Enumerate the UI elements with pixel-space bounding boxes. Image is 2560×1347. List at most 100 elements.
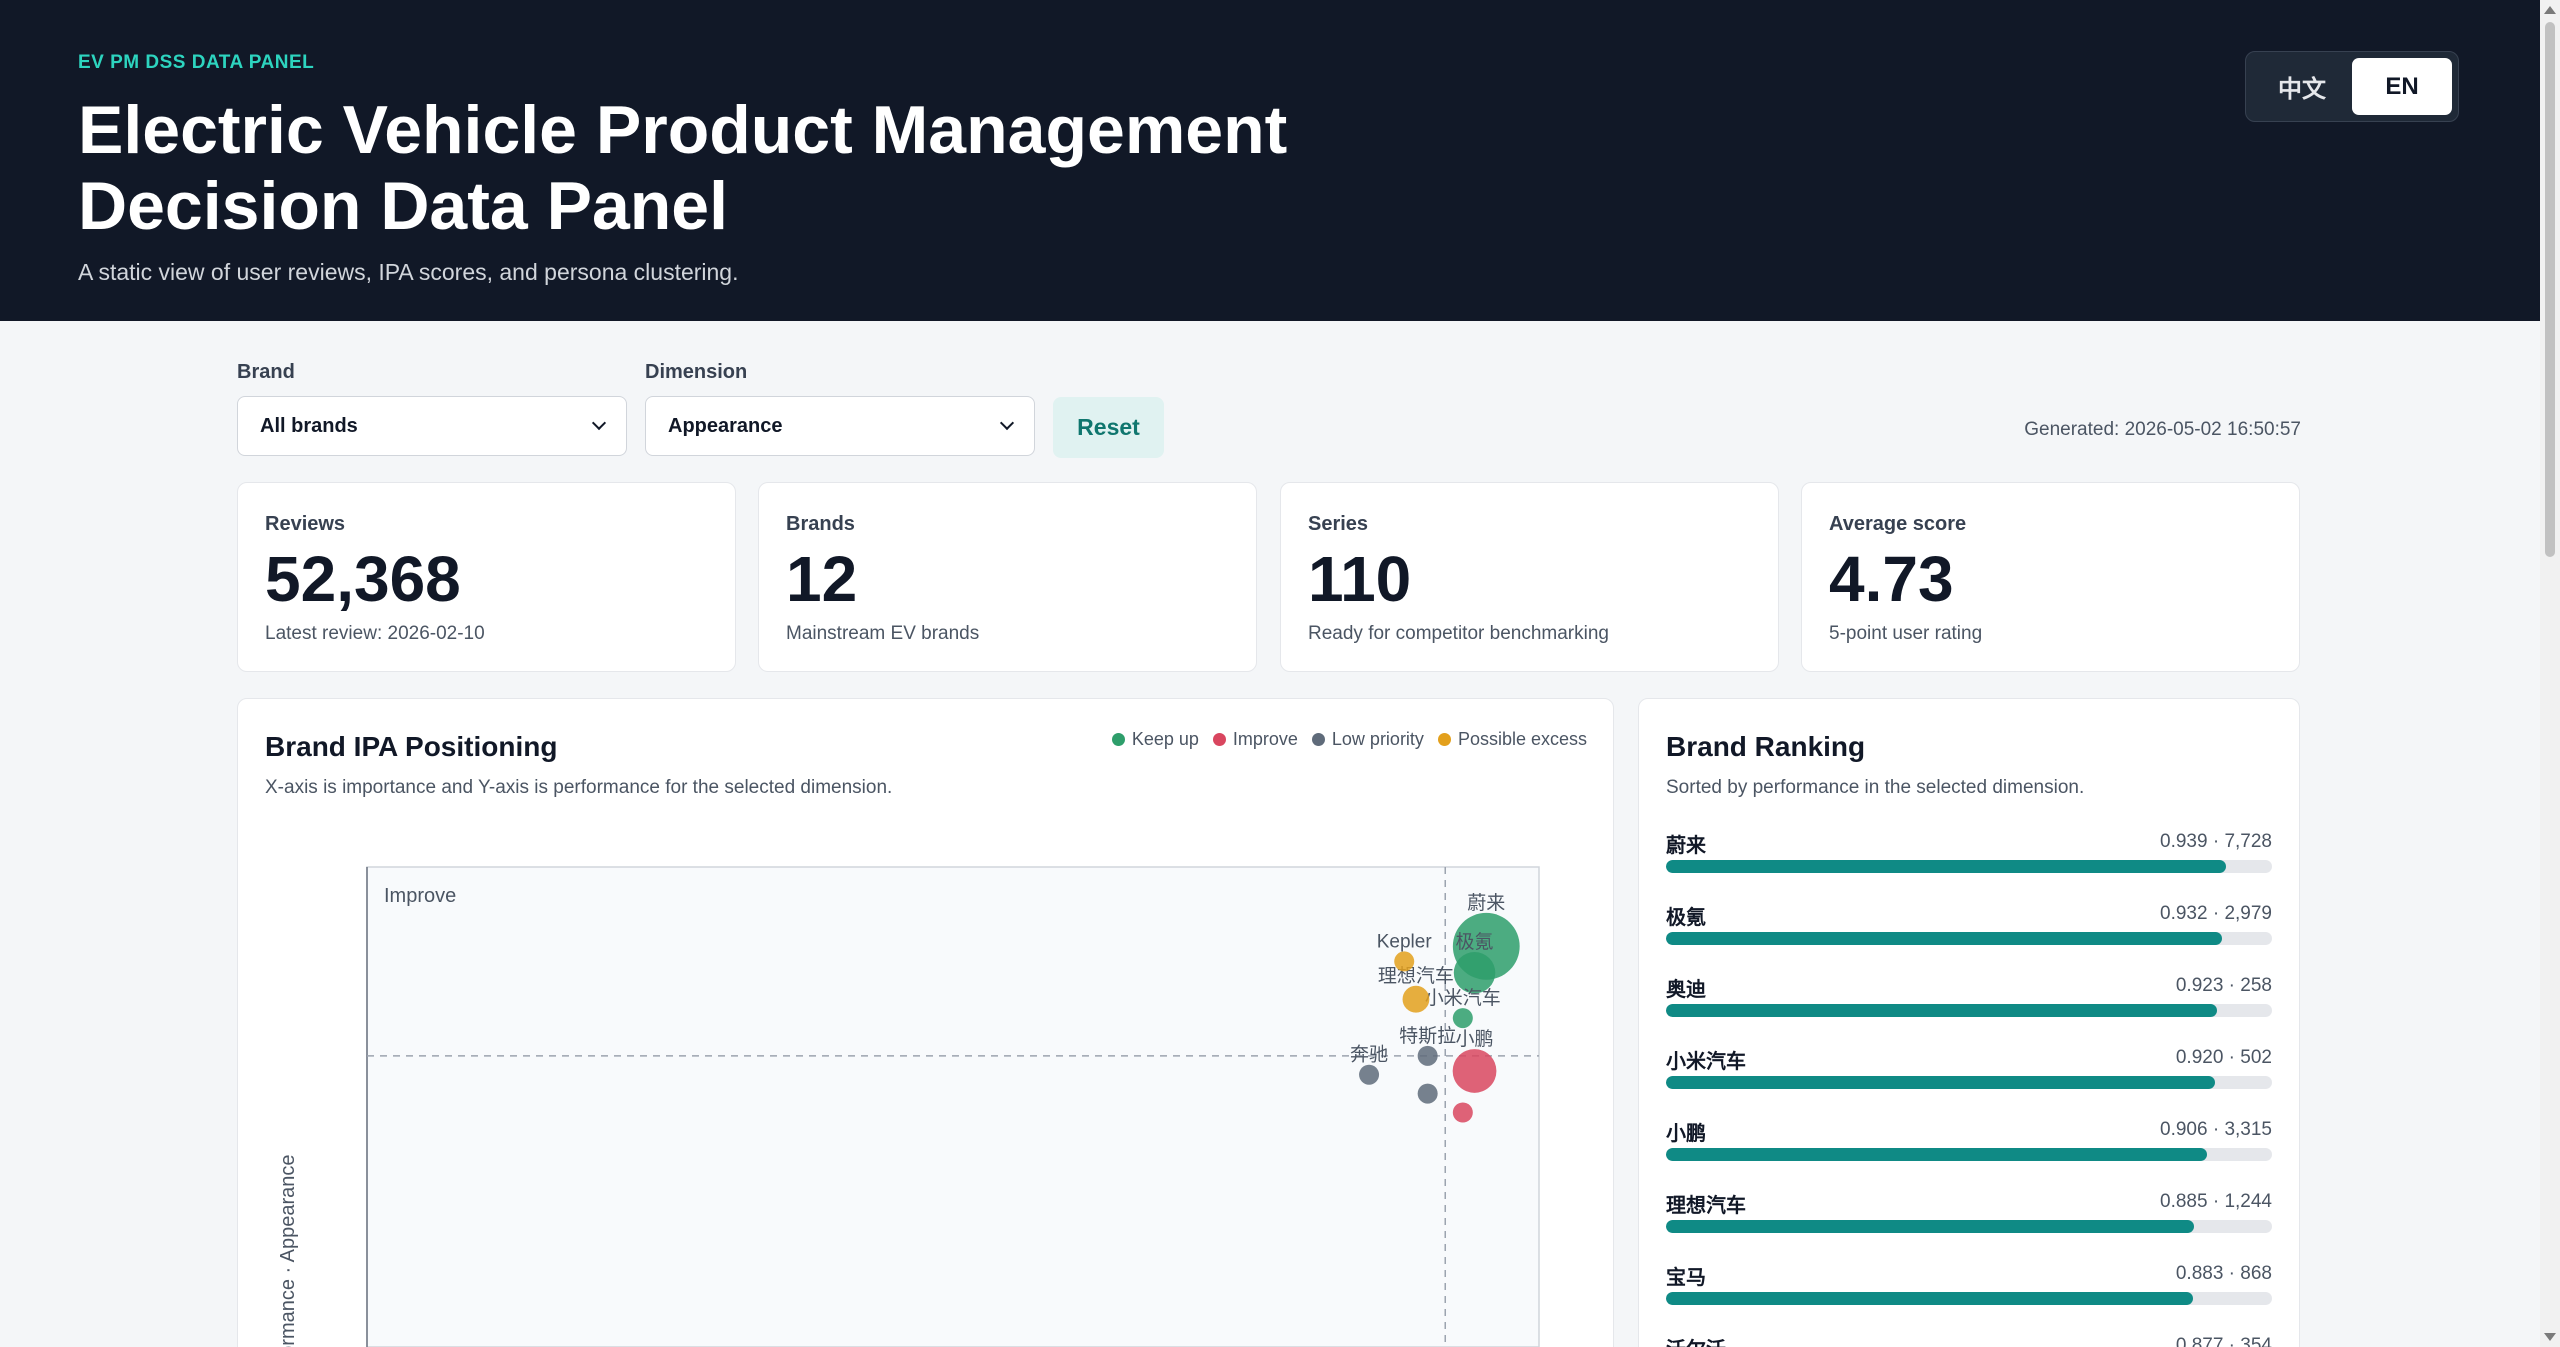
ranking-row: 奥迪 0.923 · 258	[1666, 973, 2272, 1045]
ranking-bar-fill	[1666, 1004, 2217, 1017]
legend-item-improve: Improve	[1212, 729, 1298, 750]
ranking-row: 宝马 0.883 · 868	[1666, 1261, 2272, 1333]
ranking-row: 极氪 0.932 · 2,979	[1666, 901, 2272, 973]
ranking-score-count: 0.932 · 2,979	[2160, 903, 2272, 924]
kpi-card-reviews: Reviews 52,368 Latest review: 2026-02-10	[237, 482, 736, 672]
ranking-bar-track	[1666, 1220, 2272, 1233]
ipa-scatter-chart: Improve Performance · Appearance 蔚来极氪小米汽…	[277, 866, 1540, 1347]
y-axis-label: Performance · Appearance	[277, 1154, 299, 1347]
ranking-bar-fill	[1666, 1292, 2194, 1305]
scatter-point[interactable]	[1452, 1049, 1497, 1093]
legend-item-low-priority: Low priority	[1311, 729, 1424, 750]
ranking-score-count: 0.920 · 502	[2175, 1047, 2272, 1068]
kpi-note: Ready for competitor benchmarking	[1308, 623, 1609, 644]
lang-en-button[interactable]: EN	[2352, 58, 2452, 115]
chevron-down-icon	[591, 415, 607, 431]
kpi-card-series: Series 110 Ready for competitor benchmar…	[1280, 482, 1779, 672]
brand-select-value: All brands	[260, 414, 358, 437]
ranking-brand-name: 理想汽车	[1666, 1195, 1746, 1217]
ranking-bar-fill	[1666, 1076, 2216, 1089]
scatter-point[interactable]	[1452, 1102, 1473, 1123]
ranking-title: Brand Ranking	[1666, 731, 1866, 762]
scatter-point-label: 蔚来	[1467, 892, 1505, 914]
ipa-legend: Keep up Improve Low priority Possible ex…	[1111, 729, 1587, 750]
scatter-point[interactable]	[1394, 951, 1415, 972]
ipa-title: Brand IPA Positioning	[265, 731, 558, 762]
scatter-point[interactable]	[1417, 1083, 1438, 1104]
kpi-note: Mainstream EV brands	[786, 623, 980, 644]
kpi-label: Series	[1308, 513, 1369, 535]
ranking-bar-fill	[1666, 1148, 2207, 1161]
scroll-down-icon[interactable]	[2544, 1333, 2556, 1341]
ranking-brand-name: 宝马	[1666, 1267, 1706, 1289]
scatter-point[interactable]	[1453, 952, 1496, 994]
ranking-brand-name: 小鹏	[1666, 1123, 1706, 1145]
scatter-point-label: 理想汽车	[1378, 965, 1454, 987]
kpi-label: Average score	[1829, 513, 1967, 535]
legend-label: Improve	[1232, 729, 1298, 749]
kpi-card-brands: Brands 12 Mainstream EV brands	[758, 482, 1257, 672]
legend-label: Possible excess	[1457, 729, 1587, 749]
ranking-panel: Brand Ranking Sorted by performance in t…	[1638, 698, 2300, 1347]
ranking-bar-fill	[1666, 932, 2223, 945]
legend-dot	[1111, 733, 1125, 746]
ranking-score-count: 0.906 · 3,315	[2160, 1119, 2272, 1140]
ranking-bar-track	[1666, 860, 2272, 873]
scatter-point[interactable]	[1402, 985, 1430, 1013]
legend-dot	[1437, 733, 1451, 746]
header-eyebrow: EV PM DSS DATA PANEL	[78, 52, 315, 73]
dimension-select[interactable]: Appearance	[645, 396, 1035, 456]
reset-button[interactable]: Reset	[1053, 397, 1164, 458]
brand-select[interactable]: All brands	[237, 396, 627, 456]
kpi-note: 5-point user rating	[1829, 623, 1983, 644]
chevron-down-icon	[999, 415, 1015, 431]
scatter-point[interactable]	[1452, 1008, 1473, 1029]
legend-dot	[1311, 733, 1325, 746]
dimension-filter-label: Dimension	[645, 361, 748, 383]
kpi-value: 4.73	[1829, 543, 1954, 615]
ranking-brand-name: 蔚来	[1666, 835, 1706, 857]
page-scrollbar[interactable]	[2540, 0, 2560, 1347]
ranking-bar-track	[1666, 932, 2272, 945]
scatter-point-label: 奔驰	[1350, 1044, 1388, 1066]
language-toggle: 中文 EN	[2245, 51, 2459, 122]
generated-timestamp: Generated: 2026-05-02 16:50:57	[2024, 419, 2301, 440]
legend-label: Low priority	[1331, 729, 1424, 749]
ranking-brand-name: 奥迪	[1666, 979, 1706, 1001]
scatter-point-label: 小米汽车	[1425, 987, 1501, 1009]
lang-zh-button[interactable]: 中文	[2278, 76, 2326, 103]
scroll-up-icon[interactable]	[2544, 6, 2556, 14]
plot-area	[366, 866, 1540, 1347]
ranking-bar-track	[1666, 1076, 2272, 1089]
scatter-point-label: 极氪	[1456, 931, 1494, 953]
ranking-score-count: 0.885 · 1,244	[2160, 1191, 2272, 1212]
ranking-bar-fill	[1666, 860, 2227, 873]
ranking-row: 理想汽车 0.885 · 1,244	[1666, 1189, 2272, 1261]
scatter-point[interactable]	[1417, 1045, 1438, 1066]
scatter-point-label: Kepler	[1377, 931, 1433, 952]
kpi-value: 52,368	[265, 543, 461, 615]
ranking-brand-name: 小米汽车	[1666, 1051, 1746, 1073]
legend-item-possible-excess: Possible excess	[1437, 729, 1587, 750]
page-subtitle: A static view of user reviews, IPA score…	[78, 259, 739, 285]
ranking-score-count: 0.939 · 7,728	[2160, 831, 2272, 852]
ranking-score-count: 0.877 · 354	[2175, 1335, 2272, 1347]
page-title: Electric Vehicle Product Management Deci…	[78, 92, 1288, 244]
ranking-brand-name: 极氪	[1666, 907, 1706, 929]
kpi-value: 110	[1308, 543, 1412, 615]
quadrant-label-improve: Improve	[384, 885, 456, 907]
ranking-brand-name: 沃尔沃	[1666, 1333, 1726, 1347]
ranking-score-count: 0.883 · 868	[2175, 1263, 2272, 1284]
scroll-thumb[interactable]	[2545, 22, 2555, 557]
ranking-bar-fill	[1666, 1220, 2195, 1233]
ranking-score-count: 0.923 · 258	[2175, 975, 2272, 996]
ranking-bar-track	[1666, 1292, 2272, 1305]
scatter-point[interactable]	[1359, 1064, 1380, 1085]
ranking-subtitle: Sorted by performance in the selected di…	[1666, 777, 2085, 798]
page-header: EV PM DSS DATA PANEL Electric Vehicle Pr…	[0, 0, 2540, 321]
legend-label: Keep up	[1131, 729, 1199, 749]
kpi-value: 12	[786, 543, 858, 615]
ranking-row: 小米汽车 0.920 · 502	[1666, 1045, 2272, 1117]
kpi-label: Reviews	[265, 513, 346, 535]
